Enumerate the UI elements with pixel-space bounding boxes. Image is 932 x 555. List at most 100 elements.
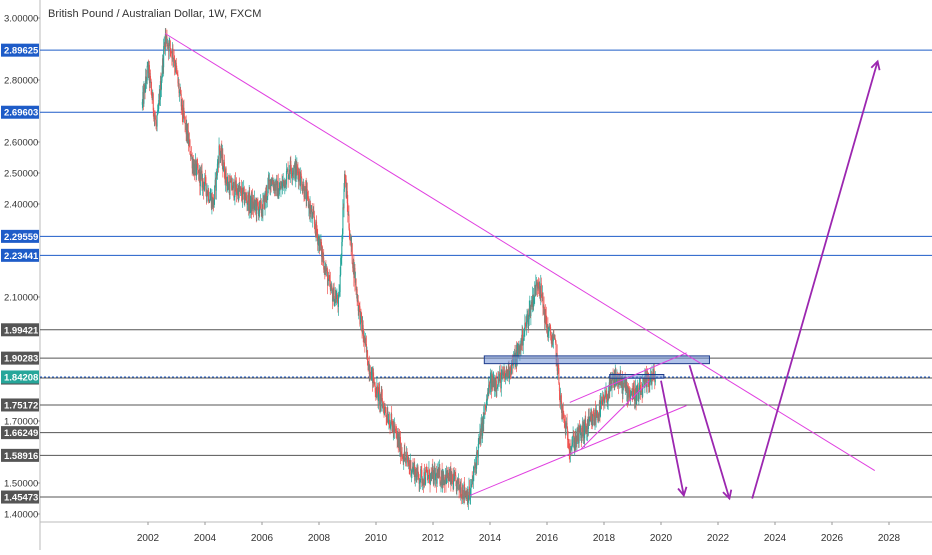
candle-body — [356, 289, 358, 290]
candle-body — [403, 460, 405, 463]
candle-body — [605, 390, 607, 398]
candle-body — [362, 325, 364, 333]
candle-body — [334, 299, 336, 306]
candle-body — [205, 189, 207, 197]
candle-body — [527, 313, 529, 316]
trendline[interactable] — [164, 33, 876, 472]
candle-body — [306, 189, 308, 193]
candle-body — [169, 41, 171, 49]
candle-body — [598, 414, 600, 416]
candle-body — [563, 419, 565, 421]
candle-body — [183, 107, 185, 117]
candle-body — [607, 394, 609, 402]
candle-body — [536, 282, 538, 288]
candle-body — [500, 373, 502, 389]
candle-body — [521, 338, 523, 346]
candle-body — [571, 444, 573, 448]
candle-body — [305, 186, 307, 188]
candle-body — [520, 338, 522, 352]
candle-body — [463, 483, 465, 499]
candle-body — [408, 462, 410, 467]
candle-body — [296, 166, 298, 170]
candle-body — [549, 326, 551, 328]
candle-body — [610, 379, 612, 389]
candle-body — [288, 175, 290, 180]
candle-body — [501, 371, 503, 375]
candle-body — [528, 309, 530, 320]
candle-body — [250, 196, 252, 204]
trendline[interactable] — [580, 380, 650, 450]
candle-body — [222, 170, 224, 171]
candle-body — [513, 352, 515, 357]
candle-body — [148, 65, 150, 74]
candle-body — [433, 469, 435, 484]
candle-body — [263, 195, 265, 200]
resistance-zone[interactable] — [483, 355, 710, 365]
candle-body — [459, 487, 461, 493]
candle-body — [496, 388, 498, 390]
candle-body — [593, 420, 595, 425]
candle-body — [306, 189, 308, 201]
candle-body — [623, 382, 625, 384]
candle-body — [423, 472, 425, 486]
candle-body — [287, 168, 289, 180]
candle-body — [225, 168, 227, 181]
candle-body — [606, 390, 608, 400]
candle-body — [565, 423, 567, 435]
candle-body — [539, 287, 541, 290]
candle-body — [480, 425, 482, 444]
candle-body — [409, 460, 411, 468]
candle-body — [529, 304, 531, 310]
candle-body — [458, 478, 460, 484]
candle-body — [344, 174, 346, 179]
candle-body — [584, 420, 586, 425]
candle-body — [487, 392, 489, 400]
candle-body — [436, 472, 438, 484]
candle-body — [627, 386, 629, 399]
candle-body — [590, 415, 592, 422]
projection-arrow-shaft[interactable] — [660, 380, 685, 496]
candle-body — [241, 195, 243, 200]
candle-body — [504, 371, 506, 377]
candle-body — [199, 169, 201, 187]
x-tick-label: 2016 — [536, 533, 559, 544]
candle-body — [540, 283, 542, 295]
candle-body — [400, 451, 402, 457]
candle-body — [454, 475, 456, 479]
candle-body — [628, 389, 630, 398]
candle-body — [207, 191, 209, 196]
candle-body — [163, 46, 165, 68]
candle-body — [233, 196, 235, 198]
candle-body — [533, 296, 535, 298]
projection-arrow-shaft[interactable] — [688, 364, 731, 499]
candle-body — [298, 173, 300, 182]
candle-body — [643, 379, 645, 387]
trendline[interactable] — [469, 405, 687, 496]
x-tick-label: 2012 — [422, 533, 445, 544]
candle-body — [384, 406, 386, 415]
candle-body — [368, 362, 370, 374]
resistance-zone[interactable] — [609, 374, 665, 379]
candle-body — [253, 203, 255, 209]
candle-body — [297, 169, 299, 174]
candle-body — [375, 394, 377, 398]
candle-body — [250, 196, 252, 212]
candle-body — [387, 422, 389, 424]
candle-body — [489, 377, 491, 393]
candle-body — [299, 178, 301, 186]
candle-body — [167, 45, 169, 46]
candle-body — [425, 469, 427, 484]
candle-body — [588, 417, 590, 422]
candle-body — [621, 377, 623, 386]
candle-body — [270, 179, 272, 186]
candle-body — [589, 419, 591, 422]
candle-body — [649, 380, 651, 385]
candle-body — [451, 471, 453, 482]
candle-body — [231, 189, 233, 191]
candle-body — [469, 486, 471, 499]
trendline[interactable] — [569, 352, 687, 403]
projection-arrow-shaft[interactable] — [751, 61, 879, 499]
candle-body — [564, 422, 566, 435]
candle-body — [570, 448, 572, 450]
